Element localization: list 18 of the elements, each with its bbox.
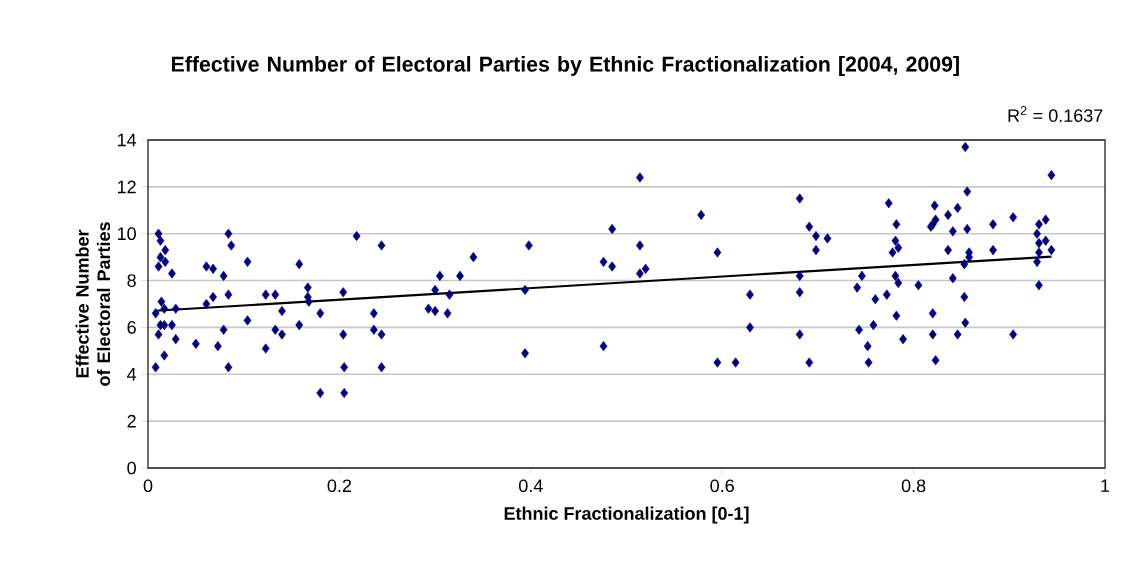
y-tick-label: 0 [127, 461, 136, 475]
y-tick-label: 6 [127, 321, 136, 334]
x-tick-label: 0 [143, 479, 153, 493]
x-tick-label: 0.2 [327, 479, 352, 493]
y-tick-label: 8 [127, 274, 136, 287]
text: R$^{2}$ = 0.1637 [1008, 106, 1103, 122]
y-tick-label: 4 [127, 368, 137, 381]
x-tick-label: 0.4 [519, 479, 543, 493]
y-tick-label: 2 [127, 414, 136, 428]
x-tick-label: 1 [1101, 479, 1110, 492]
chart-title: Effective Number of Electoral Parties by Ethnic Fractionalization [2004, 2009] [171, 56, 959, 76]
x-axis-title: Ethnic Fractionalization [0-1] [504, 506, 749, 524]
x-tick-label: 0.6 [710, 479, 734, 493]
y-tick-label: 10 [117, 227, 136, 241]
x-tick-label: 0.8 [901, 479, 926, 493]
y-tick-label: 14 [117, 133, 137, 147]
y-tick-label: 12 [117, 180, 136, 194]
y-axis-title: Effective Number of Electoral Parties [75, 222, 111, 386]
